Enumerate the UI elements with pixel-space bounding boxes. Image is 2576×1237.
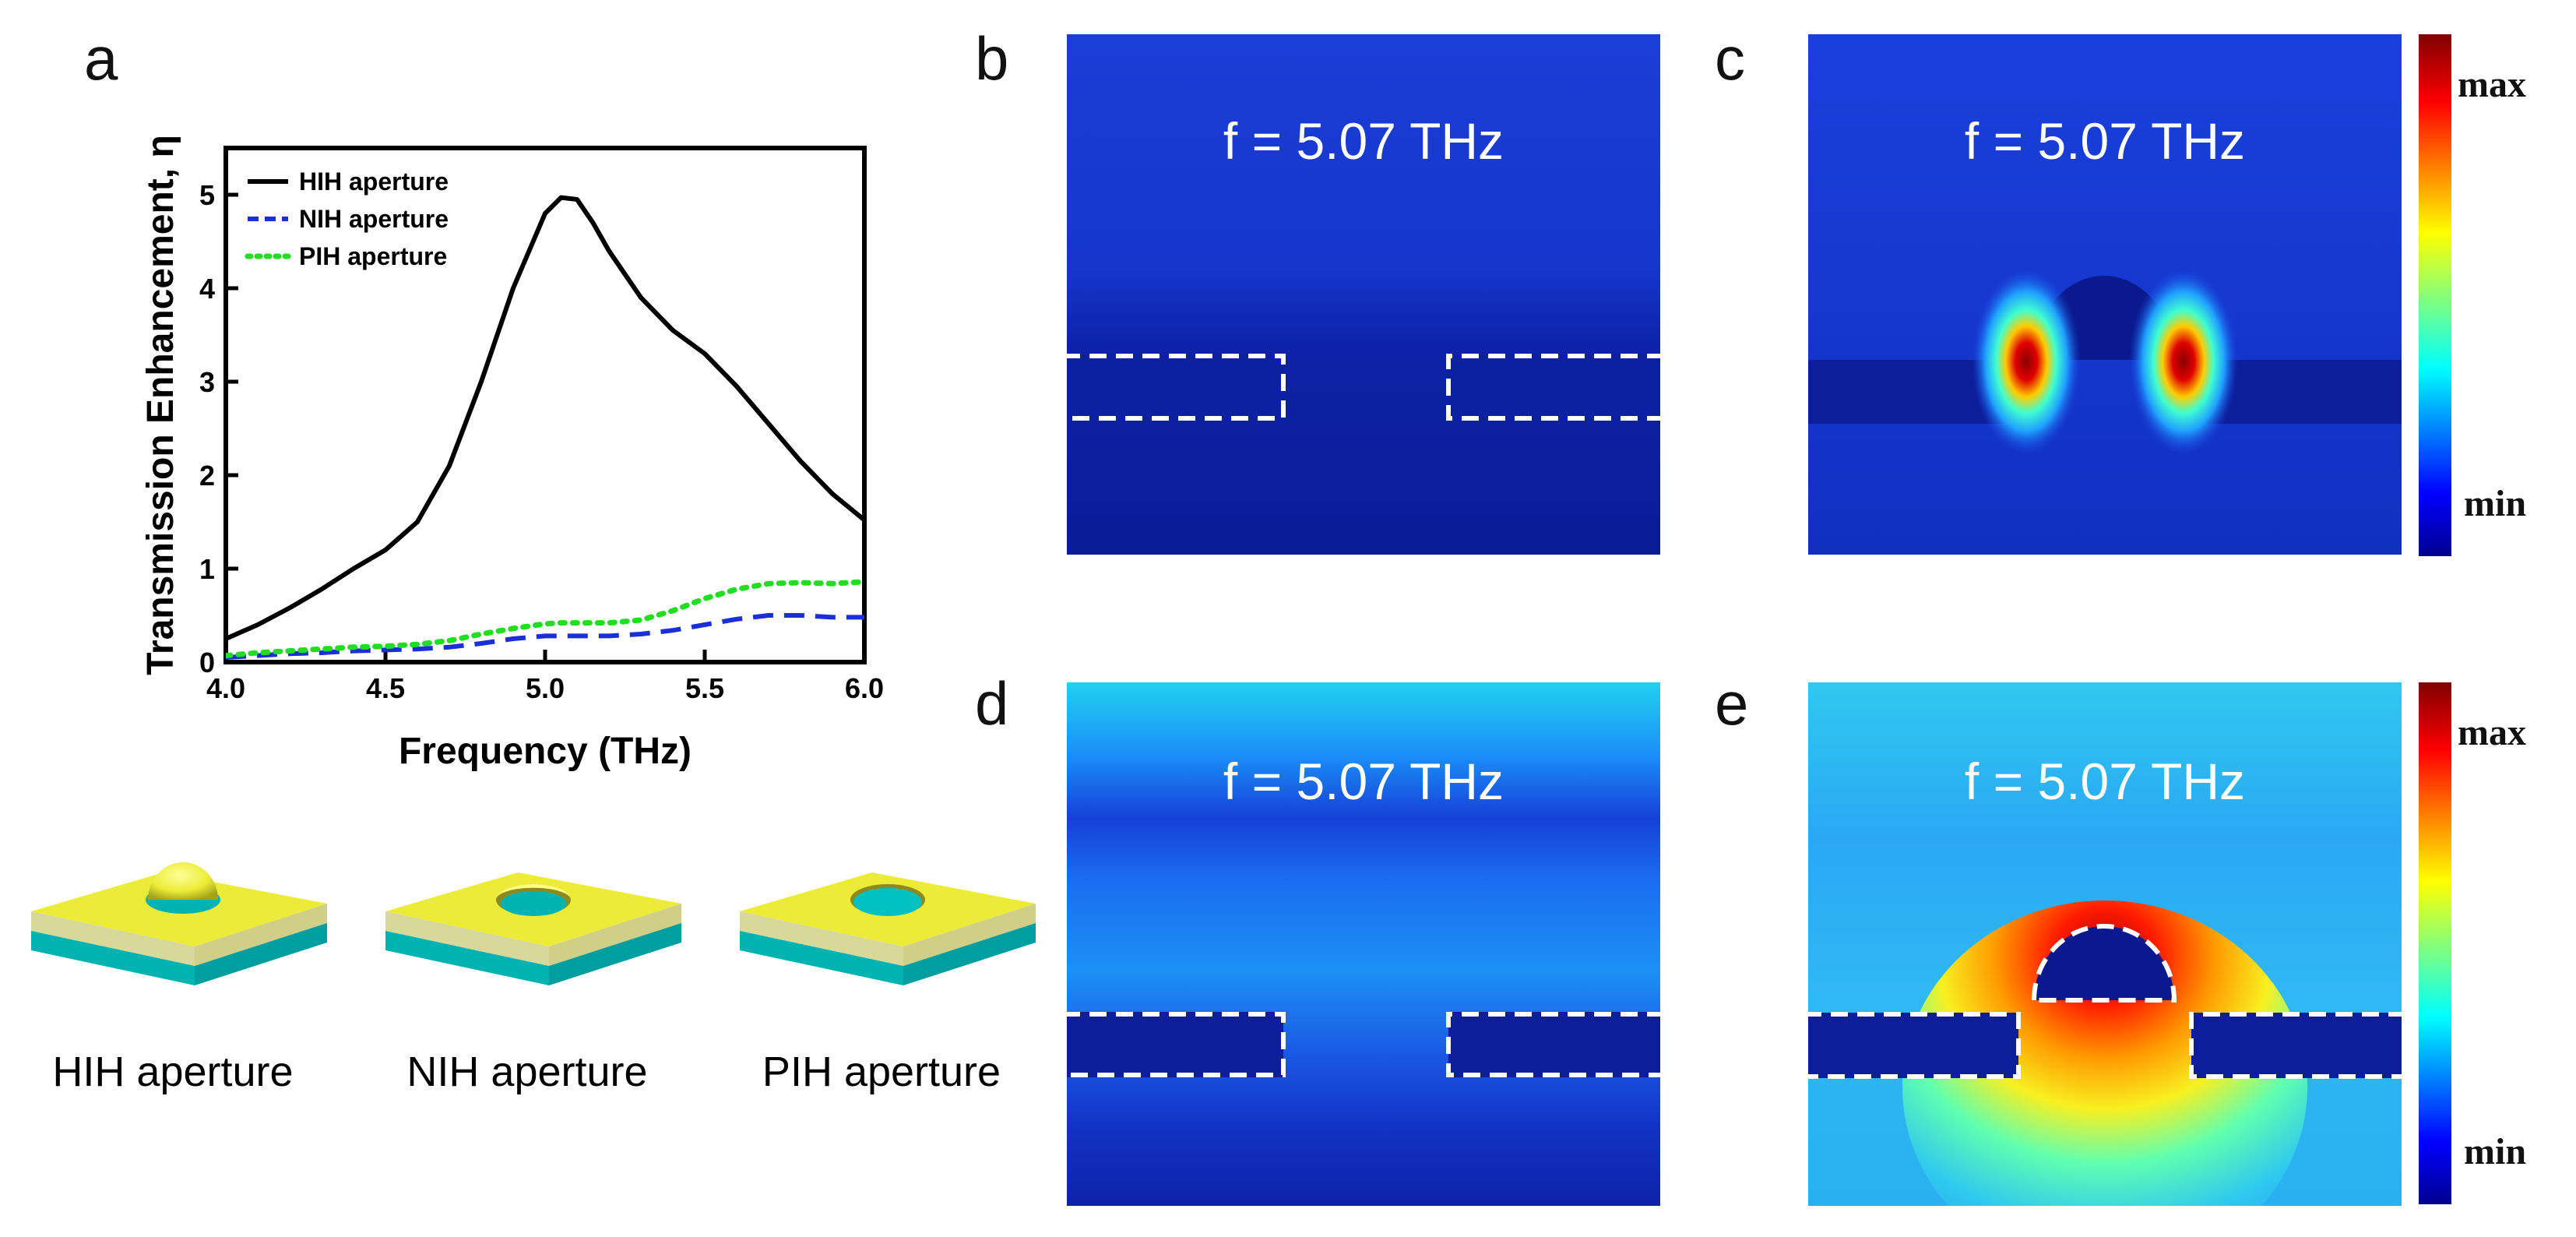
panel-label-a: a xyxy=(84,24,118,93)
x-tick-label: 4.0 xyxy=(206,672,245,704)
y-tick-label: 3 xyxy=(199,366,215,398)
panel-label-d: d xyxy=(975,669,1009,738)
field-map-e: f = 5.07 THz xyxy=(1808,682,2402,1206)
y-tick-label: 1 xyxy=(199,553,215,585)
y-tick-label: 5 xyxy=(199,179,215,211)
panel-label-b: b xyxy=(975,24,1009,93)
field-map-d: f = 5.07 THz xyxy=(1067,682,1660,1206)
x-tick-label: 6.0 xyxy=(845,672,884,704)
field-map-b: f = 5.07 THz xyxy=(1067,34,1660,555)
nih-aperture-model xyxy=(385,872,681,985)
hih-aperture-label: HIH aperture xyxy=(52,1048,294,1095)
colorbar-c-min: min xyxy=(2464,483,2526,524)
series-line-0 xyxy=(226,195,864,641)
colorbar-e: max min xyxy=(2419,682,2526,1204)
x-tick-label: 5.5 xyxy=(685,672,724,704)
hih-aperture-model xyxy=(31,862,327,985)
y-tick-label: 0 xyxy=(199,647,215,678)
panel-label-e: e xyxy=(1715,669,1749,738)
colorbar-e-min: min xyxy=(2464,1131,2526,1172)
aperture-illustrations xyxy=(31,862,1036,985)
frequency-label-d: f = 5.07 THz xyxy=(1223,752,1504,810)
nih-aperture-label: NIH aperture xyxy=(406,1048,648,1095)
frequency-label-b: f = 5.07 THz xyxy=(1223,112,1504,170)
colorbar-c: max min xyxy=(2419,34,2526,556)
series-lines xyxy=(226,195,864,660)
frequency-label-e: f = 5.07 THz xyxy=(1965,752,2245,810)
legend-label-2: PIH aperture xyxy=(299,242,447,270)
colorbar-c-max: max xyxy=(2458,64,2526,105)
legend-label-0: HIH aperture xyxy=(299,167,449,196)
pih-aperture-label: PIH aperture xyxy=(762,1048,1001,1095)
colorbar-e-max: max xyxy=(2458,712,2526,753)
chart-legend: HIH aperture NIH aperture PIH aperture xyxy=(245,167,449,270)
y-tick-label: 2 xyxy=(199,460,215,492)
field-map-c: f = 5.07 THz xyxy=(1808,34,2402,555)
axis-ticks: 4.0 4.5 5.0 5.5 6.0 0 1 2 3 4 5 xyxy=(199,179,884,704)
metal-block-right xyxy=(1448,354,1660,421)
panel-label-c: c xyxy=(1715,24,1745,93)
hemisphere-icon xyxy=(148,862,218,900)
frequency-label-c: f = 5.07 THz xyxy=(1965,112,2245,170)
series-line-2 xyxy=(226,579,864,659)
legend-label-1: NIH aperture xyxy=(299,205,449,233)
pih-aperture-model xyxy=(740,872,1036,985)
transmission-chart: 4.0 4.5 5.0 5.5 6.0 0 1 2 3 4 5 HIH aperture NIH ap… xyxy=(140,135,884,772)
x-axis-label: Frequency (THz) xyxy=(399,731,692,772)
x-tick-label: 4.5 xyxy=(366,672,405,704)
metal-block-left xyxy=(1067,354,1283,421)
y-tick-label: 4 xyxy=(199,273,215,305)
y-axis-label: Transmission Enhancement, η xyxy=(140,135,181,675)
x-tick-label: 5.0 xyxy=(526,672,565,704)
